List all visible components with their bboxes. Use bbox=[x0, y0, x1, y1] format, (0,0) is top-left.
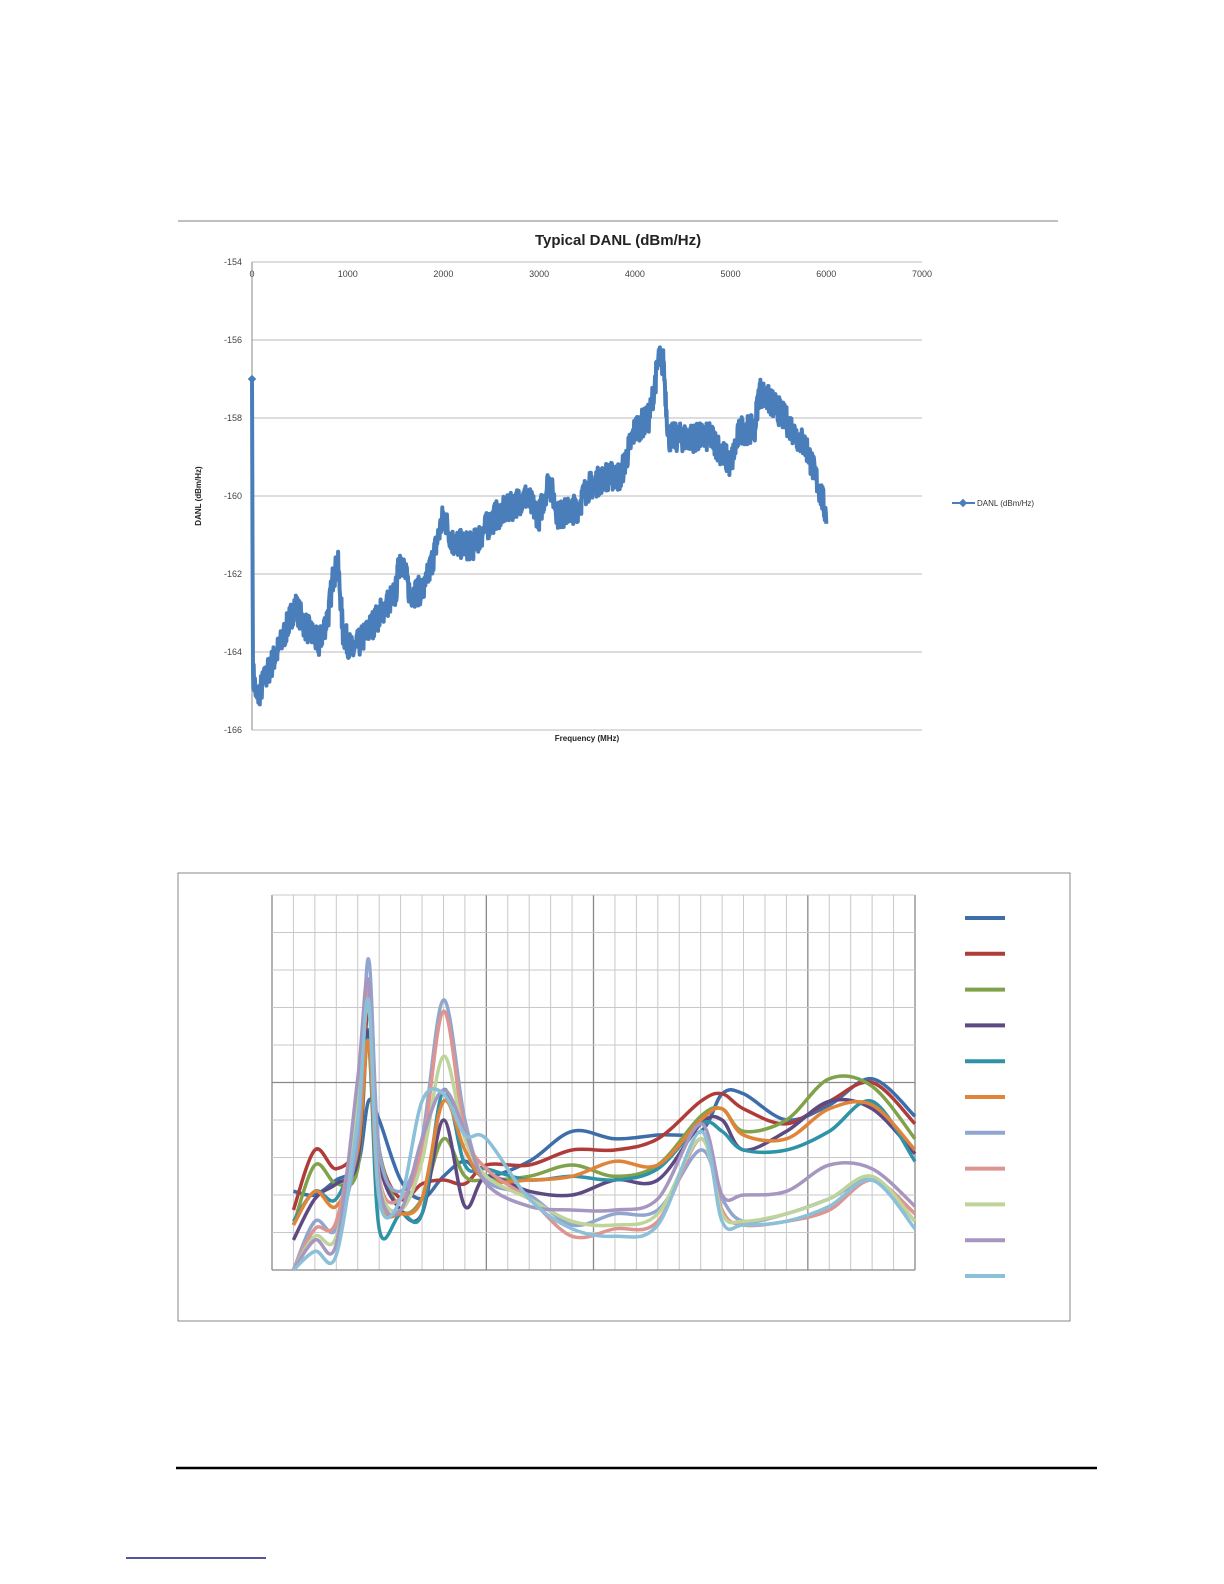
danl-trace bbox=[250, 345, 829, 707]
y-tick-label: -156 bbox=[224, 335, 242, 345]
legend-label: DANL (dBm/Hz) bbox=[977, 499, 1034, 508]
x-tick-label: 6000 bbox=[816, 269, 836, 279]
x-tick-label: 7000 bbox=[912, 269, 932, 279]
y-axis-label: DANL (dBm/Hz) bbox=[194, 466, 203, 526]
legend bbox=[965, 916, 1005, 1278]
x-tick-label: 2000 bbox=[433, 269, 453, 279]
y-tick-label: -158 bbox=[224, 413, 242, 423]
y-tick-label: -154 bbox=[224, 257, 242, 267]
series-line-10 bbox=[291, 976, 917, 1272]
danl-chart: Typical DANL (dBm/Hz) -154-156-158-160-1… bbox=[194, 232, 1034, 743]
chart-frame bbox=[177, 872, 1071, 1322]
x-tick-label: 5000 bbox=[721, 269, 741, 279]
x-tick-label: 4000 bbox=[625, 269, 645, 279]
y-tick-label: -160 bbox=[224, 491, 242, 501]
y-tick-label: -166 bbox=[224, 725, 242, 735]
x-tick-labels: 01000200030004000500060007000 bbox=[249, 269, 932, 279]
multi-series-chart bbox=[177, 872, 1071, 1322]
chart-title: Typical DANL (dBm/Hz) bbox=[535, 232, 701, 249]
legend-marker-icon bbox=[958, 498, 968, 508]
x-axis-label: Frequency (MHz) bbox=[555, 734, 620, 743]
series-lines bbox=[291, 957, 917, 1272]
y-tick-label: -164 bbox=[224, 647, 242, 657]
x-tick-label: 1000 bbox=[338, 269, 358, 279]
danl-series bbox=[247, 345, 829, 707]
data-point bbox=[247, 374, 257, 384]
y-tick-labels: -154 -156 -158 -160 -162 -164 -166 bbox=[224, 257, 242, 735]
y-tick-label: -162 bbox=[224, 569, 242, 579]
legend: DANL (dBm/Hz) bbox=[952, 498, 1034, 508]
x-tick-label: 3000 bbox=[529, 269, 549, 279]
series-line-11 bbox=[292, 996, 917, 1272]
